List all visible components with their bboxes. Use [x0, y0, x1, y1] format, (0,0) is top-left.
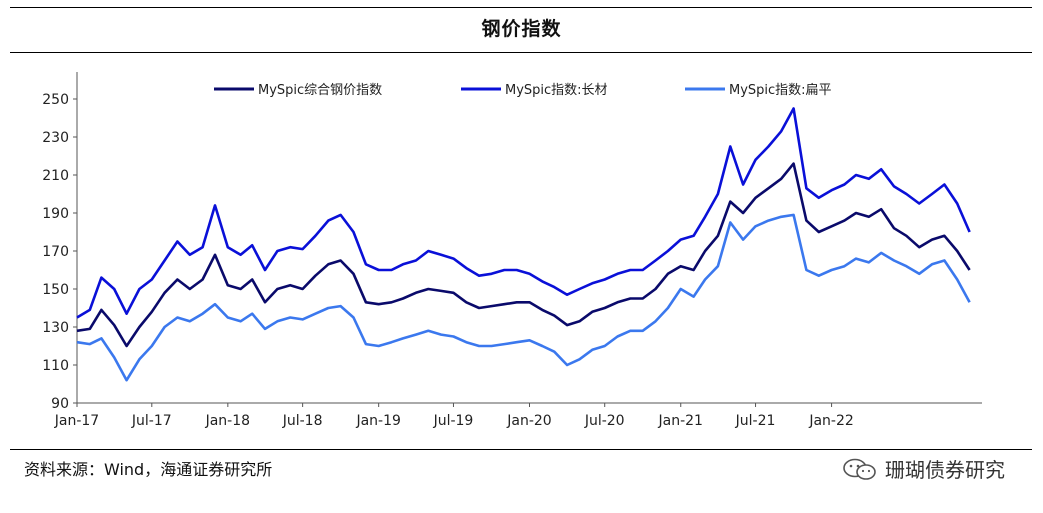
y-tick-label: 130 [42, 320, 69, 336]
legend-label-0: MySpic综合钢价指数 [258, 83, 382, 98]
x-tick-label: Jan-17 [54, 413, 99, 429]
x-tick-label: Jan-19 [355, 413, 400, 429]
x-tick-label: Jan-18 [205, 413, 250, 429]
y-tick-label: 150 [42, 282, 69, 298]
wechat-icon [843, 458, 876, 480]
y-tick-label: 90 [51, 396, 69, 412]
legend-label-2: MySpic指数:扁平 [729, 83, 832, 98]
series-line-2 [76, 213, 971, 382]
title-rule [10, 52, 1032, 53]
x-tick-label: Jan-21 [658, 413, 703, 429]
series-line-1 [76, 107, 971, 319]
x-tick-label: Jul-19 [433, 413, 474, 429]
y-tick-label: 170 [42, 244, 69, 260]
y-tick-label: 210 [42, 168, 69, 184]
steel-price-chart: MySpic综合钢价指数 MySpic指数:长材 MySpic指数:扁平 90 110… [42, 72, 982, 429]
x-tick-label: Jul-17 [131, 413, 172, 429]
x-tick-label: Jul-21 [735, 413, 776, 429]
watermark: 珊瑚债券研究 [841, 454, 1005, 483]
y-tick-label: 190 [42, 206, 69, 222]
plot-area: 90 110 130 150 170 190 210 230 250 Jan-17 Jul-17 Ja… [42, 72, 982, 429]
x-tick-label: Jul-18 [282, 413, 323, 429]
y-tick-label: 110 [42, 358, 69, 374]
y-tick-label: 230 [42, 130, 69, 146]
legend-label-1: MySpic指数:长材 [505, 83, 608, 98]
x-tick-label: Jul-20 [584, 413, 625, 429]
top-rule [10, 7, 1032, 8]
chart-legend: MySpic综合钢价指数 MySpic指数:长材 MySpic指数:扁平 [214, 83, 832, 98]
source-note: 资料来源：Wind，海通证券研究所 [24, 460, 273, 479]
x-tick-label: Jan-20 [506, 413, 551, 429]
y-tick-label: 250 [42, 92, 69, 108]
series-line-0 [76, 162, 971, 348]
chart-title: 钢价指数 [481, 18, 562, 40]
watermark-text: 珊瑚债券研究 [885, 458, 1005, 482]
x-tick-label: Jan-22 [808, 413, 853, 429]
bottom-rule [10, 449, 1032, 450]
